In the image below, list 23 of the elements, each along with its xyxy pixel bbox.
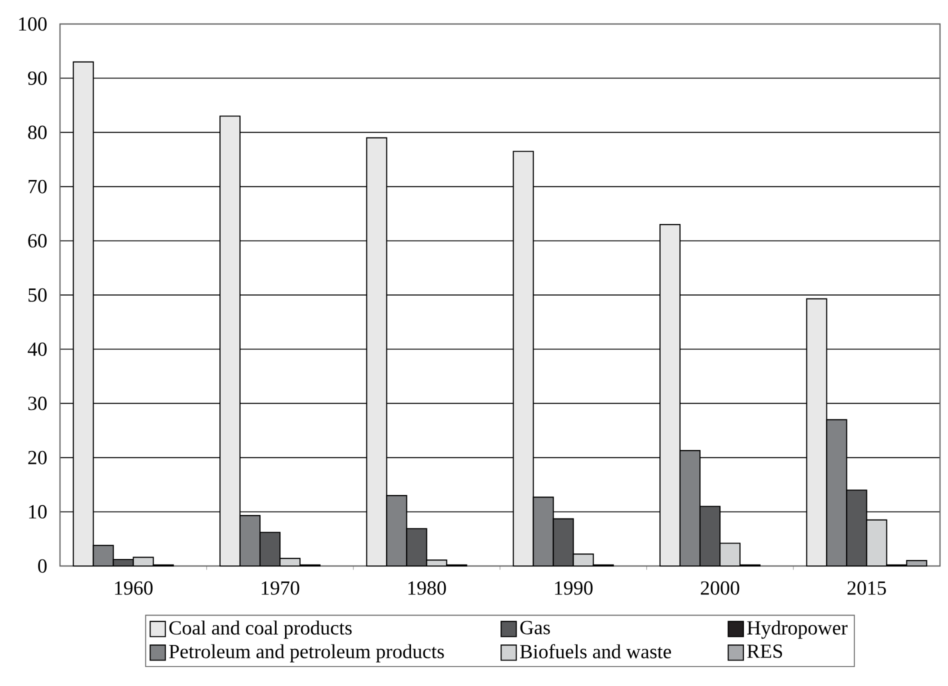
- legend-label: Coal and coal products: [169, 620, 352, 639]
- y-tick-label: 70: [28, 180, 47, 194]
- x-tick-label: 1970: [262, 581, 300, 595]
- y-tick-label: 0: [38, 559, 47, 573]
- x-tick-label: 1990: [555, 581, 593, 595]
- y-tick-label: 60: [28, 234, 47, 248]
- y-tick-label: 30: [28, 396, 47, 410]
- x-tick-label: 1980: [408, 581, 446, 595]
- y-tick-label: 90: [28, 71, 47, 85]
- legend-label: RES: [747, 644, 782, 658]
- legend-label: Petroleum and petroleum products: [169, 644, 444, 662]
- legend-label: Gas: [520, 620, 550, 634]
- y-tick-label: 50: [28, 288, 47, 302]
- y-tick-label: 20: [28, 450, 47, 464]
- legend-label: Biofuels and waste: [520, 644, 672, 658]
- x-tick-label: 1960: [115, 581, 153, 595]
- y-tick-label: 80: [28, 126, 47, 140]
- x-tick-label: 2015: [848, 581, 886, 595]
- y-tick-label: 100: [19, 17, 47, 31]
- y-tick-label: 40: [28, 342, 47, 356]
- x-tick-label: 2000: [700, 581, 740, 595]
- legend-label: Hydropower: [747, 620, 848, 639]
- y-tick-label: 10: [29, 505, 47, 519]
